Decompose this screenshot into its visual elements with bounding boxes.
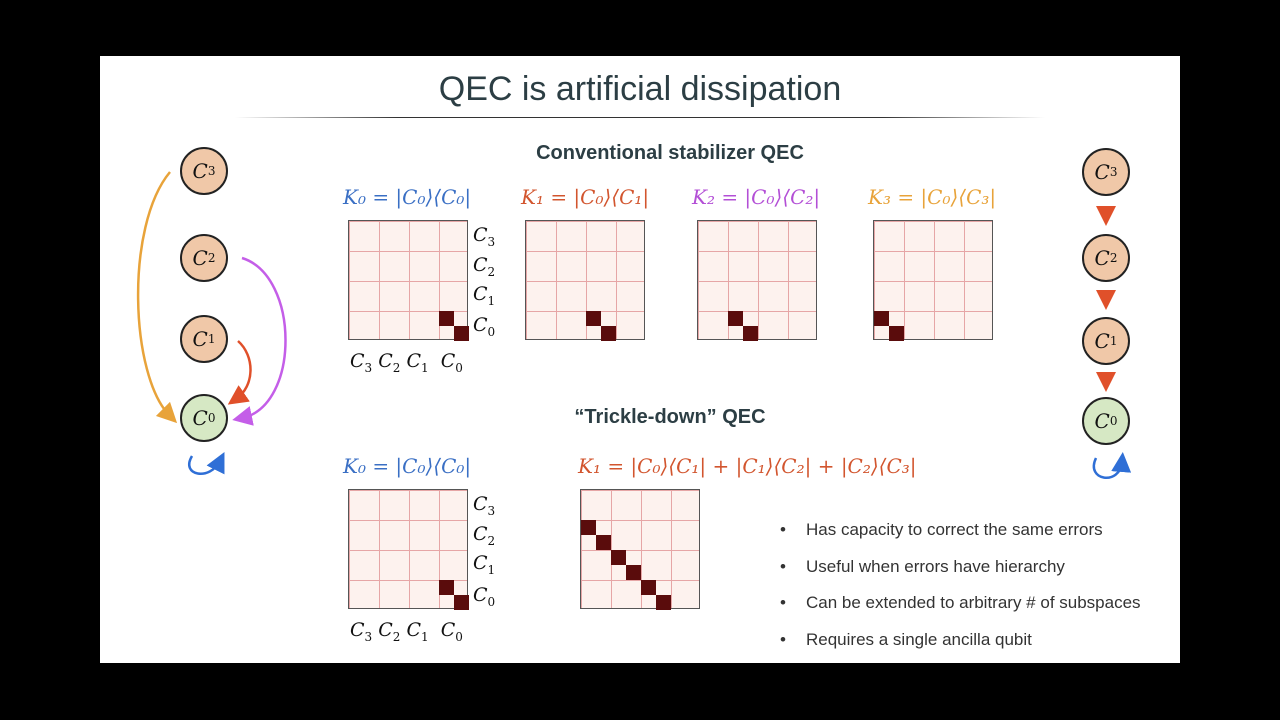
loop-c0-right	[1092, 452, 1132, 479]
row-label-c1: C1	[473, 283, 496, 308]
slide: QEC is artificial dissipation Convention…	[100, 56, 1180, 663]
row-label-c3: C3	[473, 224, 496, 249]
trickle-k1-equation: K₁ = |C₀⟩⟨C₁| + |C₁⟩⟨C₂| + |C₂⟩⟨C₃|	[578, 454, 917, 478]
trickle-row-label-c2: C2	[473, 523, 496, 548]
conv-k1-matrix	[525, 220, 645, 341]
loop-c0-left	[188, 452, 225, 475]
bullet-item: Requires a single ancilla qubit	[780, 622, 1141, 659]
arrow-c2-to-c0	[232, 256, 287, 426]
trickle-row-label-c0: C0	[473, 584, 496, 609]
trickle-k1-matrix	[580, 489, 700, 610]
trickle-row-label-c3: C3	[473, 493, 496, 518]
arrow-c3-to-c0	[136, 171, 178, 424]
conv-k2-matrix	[697, 220, 817, 341]
conv-k3-equation: K₃ = |C₀⟩⟨C₃|	[868, 185, 997, 209]
row-label-c2: C2	[473, 254, 496, 279]
arrow-c1-to-c0	[227, 340, 252, 405]
trickle-k0-equation: K₀ = |C₀⟩⟨C₀|	[343, 454, 472, 478]
col-labels: C3 C2 C1 C0	[350, 350, 463, 375]
conv-k3-matrix	[873, 220, 993, 341]
bullet-item: Useful when errors have hierarchy	[780, 549, 1141, 586]
conv-k1-equation: K₁ = |C₀⟩⟨C₁|	[521, 185, 650, 209]
bullet-item: Has capacity to correct the same errors	[780, 512, 1141, 549]
conv-k0-equation: K₀ = |C₀⟩⟨C₀|	[343, 185, 472, 209]
trickle-col-labels: C3 C2 C1 C0	[350, 619, 463, 644]
row-label-c0: C0	[473, 314, 496, 339]
trickle-k0-matrix	[348, 489, 469, 610]
bullet-item: Can be extended to arbitrary # of subspa…	[780, 585, 1141, 622]
conv-k2-equation: K₂ = |C₀⟩⟨C₂|	[692, 185, 821, 209]
arrow-layer	[136, 171, 1132, 479]
slide-title: QEC is artificial dissipation	[438, 70, 842, 108]
trickle-row-label-c1: C1	[473, 552, 496, 577]
section-conventional-heading: Conventional stabilizer QEC	[536, 142, 804, 164]
title-divider	[235, 117, 1045, 118]
conv-k0-matrix	[348, 220, 469, 341]
bullet-list: Has capacity to correct the same errors …	[780, 512, 1141, 658]
section-trickle-heading: “Trickle-down” QEC	[574, 406, 766, 428]
